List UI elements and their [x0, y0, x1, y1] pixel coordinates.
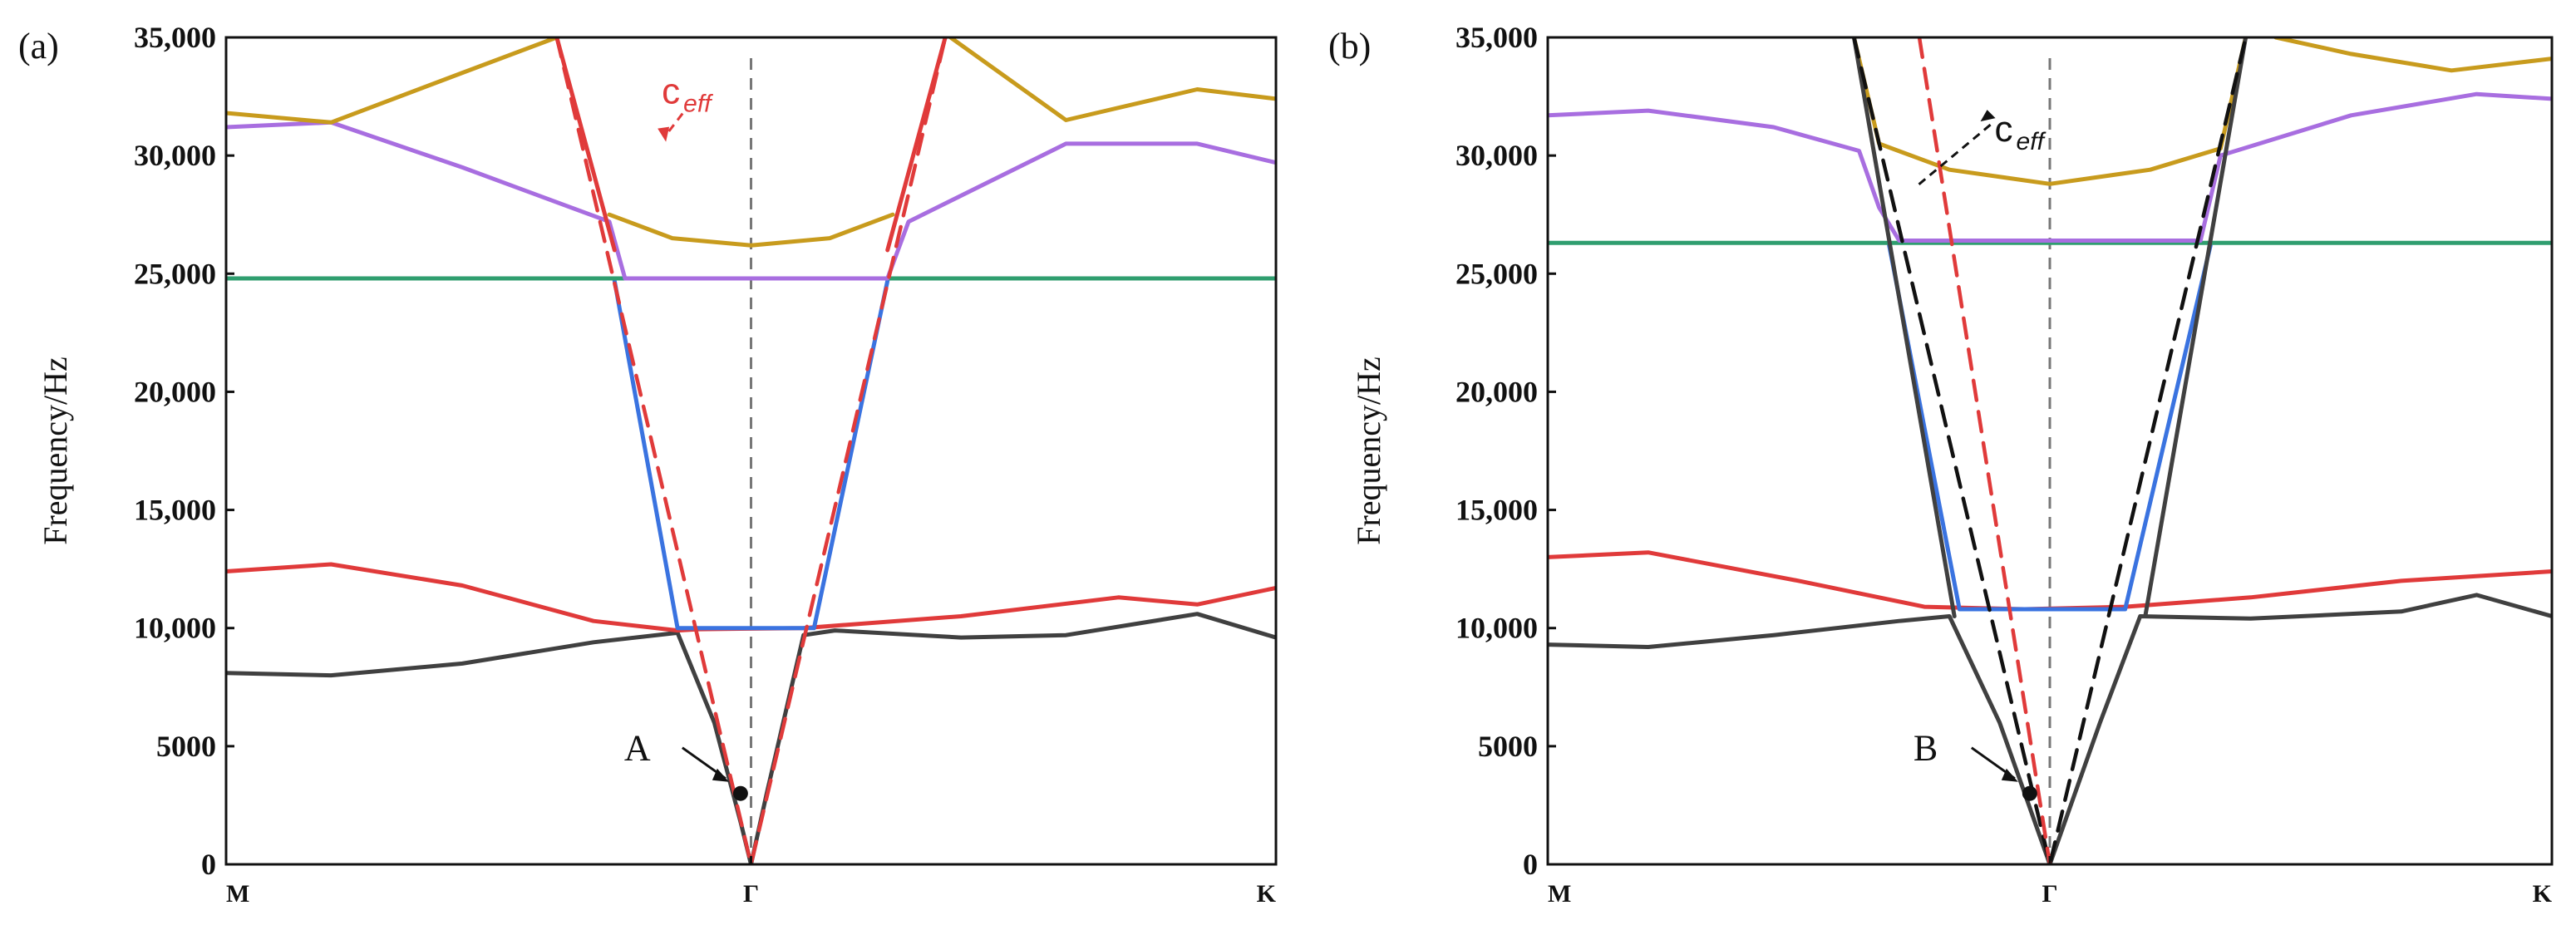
series-band-5 [226, 120, 1276, 281]
ceff-arrow [664, 112, 684, 136]
panel-label: (a) [18, 26, 59, 66]
y-tick-label: 20,000 [1455, 375, 1538, 408]
y-tick-label: 30,000 [1455, 139, 1538, 172]
panel-a: 0 5000 10,000 15,000 20,000 25,000 30,000 35,00… [18, 21, 1278, 908]
y-tick-label: 0 [1523, 848, 1538, 881]
x-tick-label: M [226, 880, 249, 908]
x-tick-label: K [1257, 880, 1277, 908]
y-axis-label: Frequency/Hz [1350, 357, 1387, 545]
series-band-6 [226, 37, 559, 125]
panel-b: 0 5000 10,000 15,000 20,000 25,000 30,000 35,00… [1328, 21, 2554, 908]
series-steep-left [1851, 37, 1957, 618]
series-effective-speed-fit [554, 37, 948, 864]
series-band-1 [1548, 593, 2552, 864]
x-tick-label: M [1548, 880, 1571, 908]
series-band-3 [1887, 243, 2213, 612]
marker-label: B [1914, 728, 1938, 769]
marker-point [732, 785, 748, 801]
series-band-7 [948, 37, 1276, 122]
y-tick-label: 25,000 [1455, 257, 1538, 290]
series-band-5 [1548, 91, 2552, 243]
panel-label: (b) [1328, 26, 1371, 66]
series-steep-right [2143, 37, 2248, 618]
y-tick-label: 35,000 [134, 21, 216, 54]
y-tick-label: 5000 [156, 730, 216, 763]
series-group [226, 37, 1276, 864]
y-tick-label: 35,000 [1455, 21, 1538, 54]
y-tick-label: 5000 [1478, 730, 1538, 763]
ceff-label: c [662, 71, 680, 112]
series-band-3 [612, 278, 890, 631]
x-tick-label: K [2533, 880, 2553, 908]
y-tick-label: 10,000 [1455, 612, 1538, 645]
series-group [1548, 37, 2552, 864]
series-effective-speed-fit [1917, 37, 2052, 864]
y-tick-label: 30,000 [134, 139, 216, 172]
x-tick-label: Γ [2042, 880, 2057, 908]
marker-label: A [624, 728, 651, 769]
series-acoustic-fit [1852, 37, 2248, 864]
y-axis-label: Frequency/Hz [37, 357, 74, 545]
ceff-arrowhead [658, 126, 670, 142]
y-tick-label: 25,000 [134, 257, 216, 290]
y-tick-label: 15,000 [1455, 494, 1538, 527]
ceff-subscript: eff [2017, 128, 2047, 155]
x-tick-label: Γ [743, 880, 759, 908]
series-band-7 [2273, 37, 2552, 73]
y-tick-label: 10,000 [134, 612, 216, 645]
marker-arrowhead [712, 768, 729, 782]
marker-arrowhead [2001, 768, 2018, 782]
y-tick-label: 15,000 [134, 494, 216, 527]
ceff-label: c [1995, 109, 2013, 150]
series-band-6b [607, 212, 895, 248]
ceff-arrowhead [1980, 110, 1996, 122]
ceff-subscript: eff [683, 91, 713, 118]
y-tick-label: 20,000 [134, 375, 216, 408]
series-band-1 [226, 612, 1276, 864]
ceff-arrow [1914, 123, 1992, 189]
y-tick-label: 0 [201, 848, 216, 881]
marker-point [2022, 785, 2037, 801]
